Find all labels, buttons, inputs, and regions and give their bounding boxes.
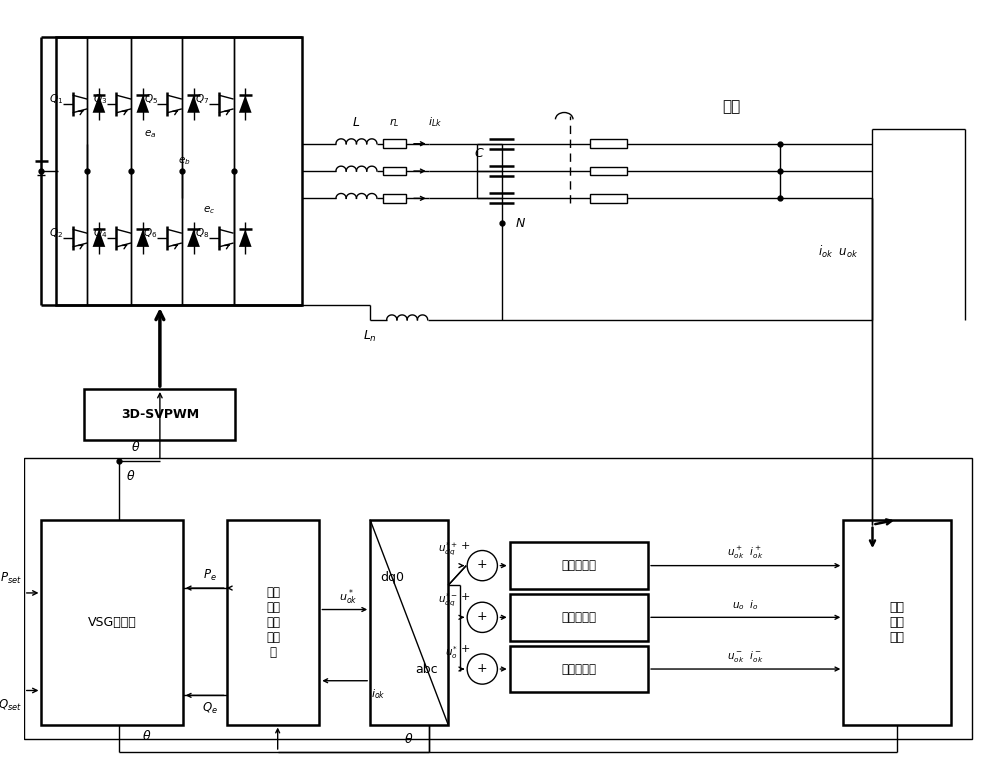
Bar: [510, 542, 648, 589]
Text: $N$: $N$: [515, 217, 526, 230]
Polygon shape: [187, 229, 200, 247]
Text: $i_{Lk}$: $i_{Lk}$: [428, 115, 443, 129]
Text: $u^{*+}_{dq}$: $u^{*+}_{dq}$: [438, 540, 458, 557]
Text: $i_{ok}$: $i_{ok}$: [371, 687, 386, 702]
Text: 3D-SVPWM: 3D-SVPWM: [121, 408, 199, 421]
Text: $Q_5$: $Q_5$: [144, 92, 158, 106]
Polygon shape: [239, 96, 252, 113]
Text: $\theta$: $\theta$: [131, 439, 140, 453]
Polygon shape: [93, 229, 105, 247]
Bar: [383, 194, 406, 203]
Text: $u^{*-}_{dq}$: $u^{*-}_{dq}$: [438, 592, 458, 609]
Text: +: +: [477, 662, 488, 674]
Text: $e_c$: $e_c$: [203, 204, 215, 216]
Text: $u_o$  $i_o$: $u_o$ $i_o$: [732, 597, 759, 612]
Text: $i_{ok}$  $u_{ok}$: $i_{ok}$ $u_{ok}$: [818, 244, 859, 260]
Text: $Q_6$: $Q_6$: [143, 226, 158, 240]
Text: $Q_e$: $Q_e$: [202, 701, 218, 716]
Text: $C$: $C$: [474, 147, 485, 160]
Text: VSG控制器: VSG控制器: [88, 615, 136, 629]
Text: $\theta$: $\theta$: [142, 729, 151, 743]
Text: 相序
分离
模块: 相序 分离 模块: [889, 601, 904, 644]
Text: $Q_7$: $Q_7$: [195, 92, 209, 106]
Text: $\theta$: $\theta$: [126, 469, 136, 483]
Bar: [510, 646, 648, 692]
Text: 负序控制器: 负序控制器: [561, 662, 596, 676]
Text: 正序控制器: 正序控制器: [561, 559, 596, 572]
Text: 瞬时
功率
计算
控制
器: 瞬时 功率 计算 控制 器: [266, 586, 280, 659]
Text: $Q_4$: $Q_4$: [93, 226, 107, 240]
Text: $u^-_{ok}$  $i^-_{ok}$: $u^-_{ok}$ $i^-_{ok}$: [727, 649, 764, 664]
Text: 负载: 负载: [722, 99, 740, 114]
Text: abc: abc: [415, 663, 438, 676]
Bar: [843, 520, 951, 724]
Bar: [510, 594, 648, 640]
Text: $P_e$: $P_e$: [203, 568, 217, 583]
Text: $L_n$: $L_n$: [363, 329, 377, 344]
Text: $Q_3$: $Q_3$: [93, 92, 107, 106]
Text: dq0: dq0: [380, 571, 404, 583]
Text: $\theta$: $\theta$: [404, 732, 414, 746]
Bar: [383, 167, 406, 175]
Polygon shape: [136, 229, 149, 247]
Text: 零序控制器: 零序控制器: [561, 611, 596, 624]
Bar: [41, 520, 183, 724]
Text: $u^*_{ok}$: $u^*_{ok}$: [339, 587, 358, 607]
Text: +: +: [461, 644, 470, 654]
Text: $e_b$: $e_b$: [178, 155, 191, 168]
Text: +: +: [461, 592, 470, 602]
Text: +: +: [461, 540, 470, 550]
Polygon shape: [239, 229, 252, 247]
Text: $P_{set}$: $P_{set}$: [0, 571, 22, 586]
Text: $Q_8$: $Q_8$: [195, 226, 209, 240]
Bar: [56, 37, 302, 305]
Text: +: +: [477, 610, 488, 622]
Text: $u^+_{ok}$  $i^+_{ok}$: $u^+_{ok}$ $i^+_{ok}$: [727, 545, 764, 561]
Bar: [590, 194, 627, 203]
Bar: [370, 520, 448, 724]
Text: $L$: $L$: [352, 116, 361, 128]
Bar: [383, 139, 406, 148]
Text: $u^{*}_o$: $u^{*}_o$: [445, 644, 458, 661]
Text: $Q_1$: $Q_1$: [49, 92, 63, 106]
Polygon shape: [93, 96, 105, 113]
Bar: [227, 520, 319, 724]
Text: +: +: [477, 558, 488, 571]
Text: $Q_{set}$: $Q_{set}$: [0, 698, 22, 713]
Polygon shape: [187, 96, 200, 113]
Bar: [24, 458, 972, 739]
Bar: [590, 167, 627, 175]
Bar: [590, 139, 627, 148]
Text: $r_L$: $r_L$: [389, 116, 400, 128]
Text: $e_a$: $e_a$: [144, 128, 157, 140]
Polygon shape: [136, 96, 149, 113]
Bar: [84, 389, 235, 440]
Text: $Q_2$: $Q_2$: [49, 226, 63, 240]
